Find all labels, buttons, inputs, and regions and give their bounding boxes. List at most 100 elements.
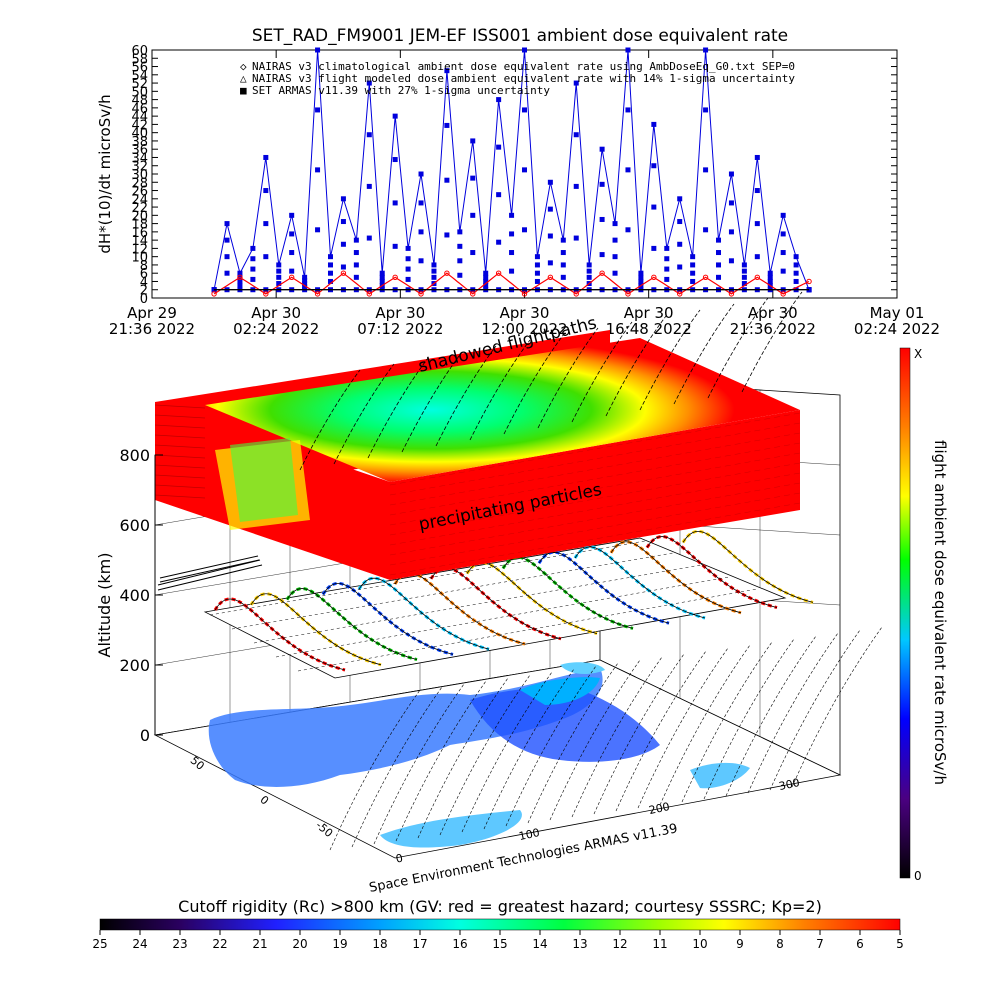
chart-title: SET_RAD_FM9001 JEM-EF ISS001 ambient dos… — [252, 26, 788, 46]
point-armas — [780, 231, 786, 237]
point-armas — [664, 266, 670, 272]
point-armas — [327, 262, 333, 268]
point-armas — [327, 254, 333, 260]
orbit-grid-line — [209, 540, 646, 616]
point-armas — [392, 157, 398, 163]
point-armas — [405, 245, 411, 251]
point-armas — [457, 258, 463, 264]
point-armas — [263, 254, 269, 260]
x-tick-label-time: 02:24 2022 — [854, 320, 940, 338]
orbit-track-outline — [286, 588, 418, 660]
point-armas — [780, 212, 786, 218]
point-nairas-clim — [806, 278, 812, 285]
point-armas — [353, 274, 359, 280]
bottom-colorbar-tick-label: 23 — [172, 937, 187, 951]
point-nairas-clim — [237, 274, 243, 281]
slab-edge-stripe — [154, 414, 206, 419]
bottom-colorbar-tick-label: 5 — [896, 937, 904, 951]
y-axis-ticks: 0246810121416182022242628303234363840424… — [131, 44, 897, 307]
bottom-colorbar-tick-label: 25 — [92, 937, 107, 951]
point-armas — [289, 250, 295, 256]
point-armas — [470, 175, 476, 181]
point-armas — [793, 270, 799, 276]
floor-track — [725, 635, 817, 797]
bottom-colorbar-tick-label: 11 — [652, 937, 667, 951]
point-armas — [444, 122, 450, 128]
point-armas — [703, 107, 709, 113]
point-armas — [677, 219, 683, 225]
point-armas — [340, 196, 346, 202]
lat-tick-label: 0 — [257, 793, 271, 807]
point-armas — [522, 47, 527, 53]
y-tick-label: 60 — [131, 44, 148, 59]
legend-marker-armas: ■ — [240, 84, 247, 97]
left-track-streak — [157, 555, 263, 591]
point-armas — [534, 254, 540, 260]
legend-entry-armas: SET ARMAS v11.39 with 27% 1-sigma uncert… — [252, 84, 550, 97]
point-armas — [780, 268, 786, 274]
point-armas — [534, 262, 540, 268]
bottom-colorbar-tick-label: 13 — [572, 937, 587, 951]
point-armas — [509, 231, 515, 237]
point-armas — [237, 278, 243, 284]
slab-edge-stripe — [154, 474, 206, 479]
point-armas — [302, 277, 308, 283]
point-nairas-clim — [651, 274, 657, 281]
y-tick-label: 12 — [131, 242, 148, 257]
point-nairas-clim — [444, 270, 450, 276]
point-nairas-clim — [728, 291, 735, 297]
orbit-grid-line — [253, 564, 702, 644]
slab-track — [401, 351, 463, 453]
y-tick-label: 24 — [131, 193, 148, 208]
point-armas — [741, 262, 747, 268]
point-armas — [638, 274, 644, 280]
floor-track — [439, 674, 531, 836]
point-armas — [793, 278, 799, 284]
point-armas — [496, 97, 502, 103]
point-armas — [522, 227, 527, 233]
point-armas — [418, 171, 424, 177]
legend-entry-nairas-flight: NAIRAS v3 flight modeled dose ambient eq… — [252, 72, 795, 85]
x-tick-label-time: 21:36 2022 — [730, 320, 816, 338]
point-armas — [522, 107, 527, 113]
point-nairas-clim — [754, 274, 761, 281]
point-armas — [677, 264, 683, 270]
point-armas — [573, 80, 579, 86]
point-armas — [509, 250, 515, 256]
orbit-track-outline — [646, 536, 778, 608]
point-nairas-clim — [521, 291, 528, 297]
point-nairas-clim — [340, 270, 347, 276]
bottom-colorbar-tick-label: 14 — [532, 937, 547, 951]
point-armas — [534, 270, 540, 276]
point-armas — [716, 237, 722, 243]
z-tick-label: 800 — [119, 446, 150, 465]
point-armas — [302, 284, 308, 290]
bottom-colorbar-tick-label: 18 — [372, 937, 387, 951]
slab-edge-stripe — [154, 494, 206, 499]
point-armas — [664, 276, 670, 282]
orbital-track-band — [203, 529, 814, 679]
y-tick-label: 18 — [131, 218, 148, 233]
point-armas — [289, 231, 295, 237]
x-tick-label-time: 21:36 2022 — [109, 320, 195, 338]
point-armas — [586, 274, 592, 280]
longitude-ticks: 0 100 200 300 — [394, 776, 800, 866]
point-armas — [327, 270, 333, 276]
floor-track — [703, 638, 795, 800]
point-armas — [599, 181, 605, 187]
point-armas — [457, 272, 463, 278]
slab-track — [537, 327, 599, 429]
x-tick-label-time: 02:24 2022 — [233, 320, 319, 338]
y-tick-label: 28 — [131, 176, 148, 191]
point-armas — [728, 258, 734, 264]
point-armas — [366, 132, 372, 138]
point-armas — [754, 254, 760, 260]
point-armas — [754, 221, 760, 227]
point-armas — [237, 270, 243, 276]
right-colorbar-label: flight ambient dose equivalent rate micr… — [931, 440, 949, 785]
z-tick-label: 200 — [119, 656, 150, 675]
point-armas — [586, 268, 592, 274]
bottom-colorbar-gradient — [99, 918, 901, 931]
plot-series — [211, 47, 812, 297]
